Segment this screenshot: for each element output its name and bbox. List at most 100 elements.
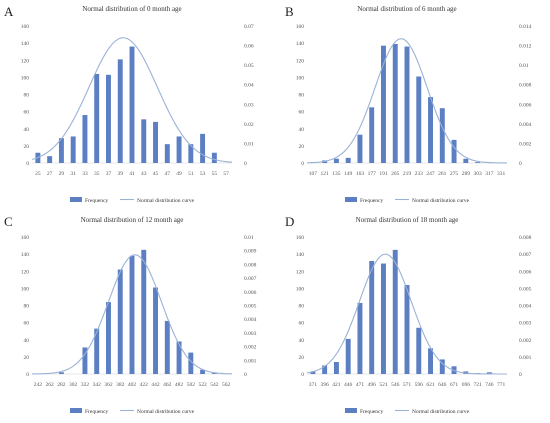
normal-distribution-curve — [306, 253, 507, 375]
x-tick-label: 49 — [176, 171, 182, 177]
frequency-bar — [211, 373, 217, 374]
y-left-tick-label: 80 — [24, 304, 30, 310]
y-left-tick-label: 120 — [21, 58, 30, 64]
legend-bar-label: Frequency — [360, 409, 383, 415]
x-tick-label: 55 — [212, 171, 218, 177]
y-left-tick-label: 160 — [21, 24, 30, 30]
x-tick-label: 621 — [426, 382, 435, 388]
frequency-bar — [106, 74, 111, 163]
chart-panel-c: Normal distribution of 12 month age 0 20 40… — [21, 216, 257, 415]
x-tick-label: 421 — [332, 382, 341, 388]
y-right-tick-label: 0.001 — [244, 358, 257, 364]
legend-curve-label: Normal distribution curve — [137, 409, 195, 415]
y-left-tick-label: 140 — [21, 41, 30, 47]
x-tick-label: 646 — [438, 382, 447, 388]
x-tick-label: 471 — [356, 382, 365, 388]
x-tick-label: 289 — [462, 171, 471, 177]
x-tick-label: 462 — [163, 382, 172, 388]
y-right-tick-label: 0.005 — [519, 286, 532, 292]
y-right-tick-label: 0.04 — [244, 83, 254, 89]
x-tick-label: 233 — [415, 171, 424, 177]
legend-curve-label: Normal distribution curve — [412, 409, 470, 415]
y-left-tick-label: 0 — [26, 372, 29, 378]
x-tick-label: 571 — [403, 382, 412, 388]
y-left-tick-label: 100 — [296, 75, 305, 81]
frequency-bar — [94, 328, 100, 374]
y-left-tick-label: 60 — [299, 321, 305, 327]
x-tick-label: 57 — [223, 171, 229, 177]
chart-panel-a: Normal distribution of 0 month age 0 20 40 6… — [21, 5, 254, 204]
frequency-bar — [357, 302, 363, 374]
frequency-bar — [345, 338, 351, 374]
chart-panel-d: Normal distribution of 18 month age 0 20 40… — [296, 216, 532, 415]
x-tick-label: 242 — [34, 382, 43, 388]
x-tick-label: 47 — [165, 171, 171, 177]
y-left-tick-label: 60 — [24, 321, 30, 327]
y-right-tick-label: 0.05 — [244, 63, 254, 69]
x-tick-label: 522 — [198, 382, 207, 388]
y-right-tick-label: 0.004 — [519, 304, 532, 310]
y-right-tick-label: 0.004 — [244, 317, 257, 323]
legend-bar-label: Frequency — [360, 198, 383, 204]
y-right-tick-label: 0.008 — [519, 235, 532, 241]
x-tick-label: 331 — [497, 171, 506, 177]
x-tick-label: 771 — [497, 382, 506, 388]
frequency-bar — [47, 156, 53, 163]
frequency-bar — [58, 138, 64, 163]
frequency-bar — [404, 284, 410, 374]
frequency-bar — [463, 158, 469, 163]
frequency-bar — [392, 249, 398, 374]
frequency-bar — [200, 369, 206, 374]
x-tick-label: 362 — [104, 382, 113, 388]
frequency-bar — [486, 372, 492, 374]
panel-label-a: A — [4, 4, 14, 19]
x-tick-label: 177 — [368, 171, 377, 177]
frequency-bar — [428, 97, 433, 163]
y-right-tick-label: 0.01 — [244, 141, 254, 147]
chart-panel-b: Normal distribution of 6 month age 0 20 40 6… — [296, 5, 532, 204]
y-right-tick-label: 0.006 — [519, 269, 532, 275]
y-left-tick-label: 0 — [301, 161, 304, 167]
x-tick-label: 262 — [46, 382, 55, 388]
x-tick-label: 149 — [344, 171, 353, 177]
frequency-bar — [129, 46, 135, 163]
frequency-bar — [451, 139, 457, 163]
normal-distribution-curve — [31, 37, 233, 163]
x-tick-label: 25 — [35, 171, 41, 177]
y-left-tick-label: 140 — [296, 41, 305, 47]
frequency-bar — [188, 352, 194, 374]
y-left-tick-label: 100 — [21, 75, 30, 81]
frequency-bar — [322, 365, 328, 374]
y-right-tick-label: 0.014 — [519, 24, 532, 30]
y-left-tick-label: 0 — [301, 372, 304, 378]
x-tick-label: 51 — [188, 171, 194, 177]
y-right-tick-label: 0.007 — [519, 252, 532, 258]
y-right-tick-label: 0 — [244, 161, 247, 167]
y-left-tick-label: 160 — [296, 235, 305, 241]
x-tick-label: 402 — [128, 382, 137, 388]
x-tick-label: 107 — [309, 171, 318, 177]
frequency-bar — [211, 152, 217, 163]
frequency-bar — [117, 59, 123, 163]
y-left-tick-label: 80 — [299, 93, 305, 99]
frequency-bar — [164, 144, 170, 163]
y-left-tick-label: 0 — [26, 161, 29, 167]
frequency-bar — [475, 162, 481, 163]
legend-bar-swatch — [345, 197, 357, 202]
chart-title: Normal distribution of 18 month age — [356, 216, 459, 224]
y-left-tick-label: 20 — [24, 144, 30, 150]
y-left-tick-label: 40 — [299, 338, 305, 344]
frequency-bar — [392, 43, 398, 164]
y-right-tick-label: 0.07 — [244, 24, 254, 30]
y-right-tick-label: 0.003 — [519, 321, 532, 327]
x-tick-label: 696 — [462, 382, 471, 388]
x-tick-label: 521 — [379, 382, 388, 388]
y-left-tick-label: 20 — [299, 144, 305, 150]
x-tick-label: 261 — [438, 171, 447, 177]
y-right-tick-label: 0.008 — [244, 262, 257, 268]
x-tick-label: 41 — [129, 171, 135, 177]
x-tick-label: 29 — [59, 171, 65, 177]
panel-label-d: D — [285, 214, 295, 229]
y-right-tick-label: 0.001 — [519, 355, 532, 361]
y-right-tick-label: 0.002 — [244, 345, 257, 351]
